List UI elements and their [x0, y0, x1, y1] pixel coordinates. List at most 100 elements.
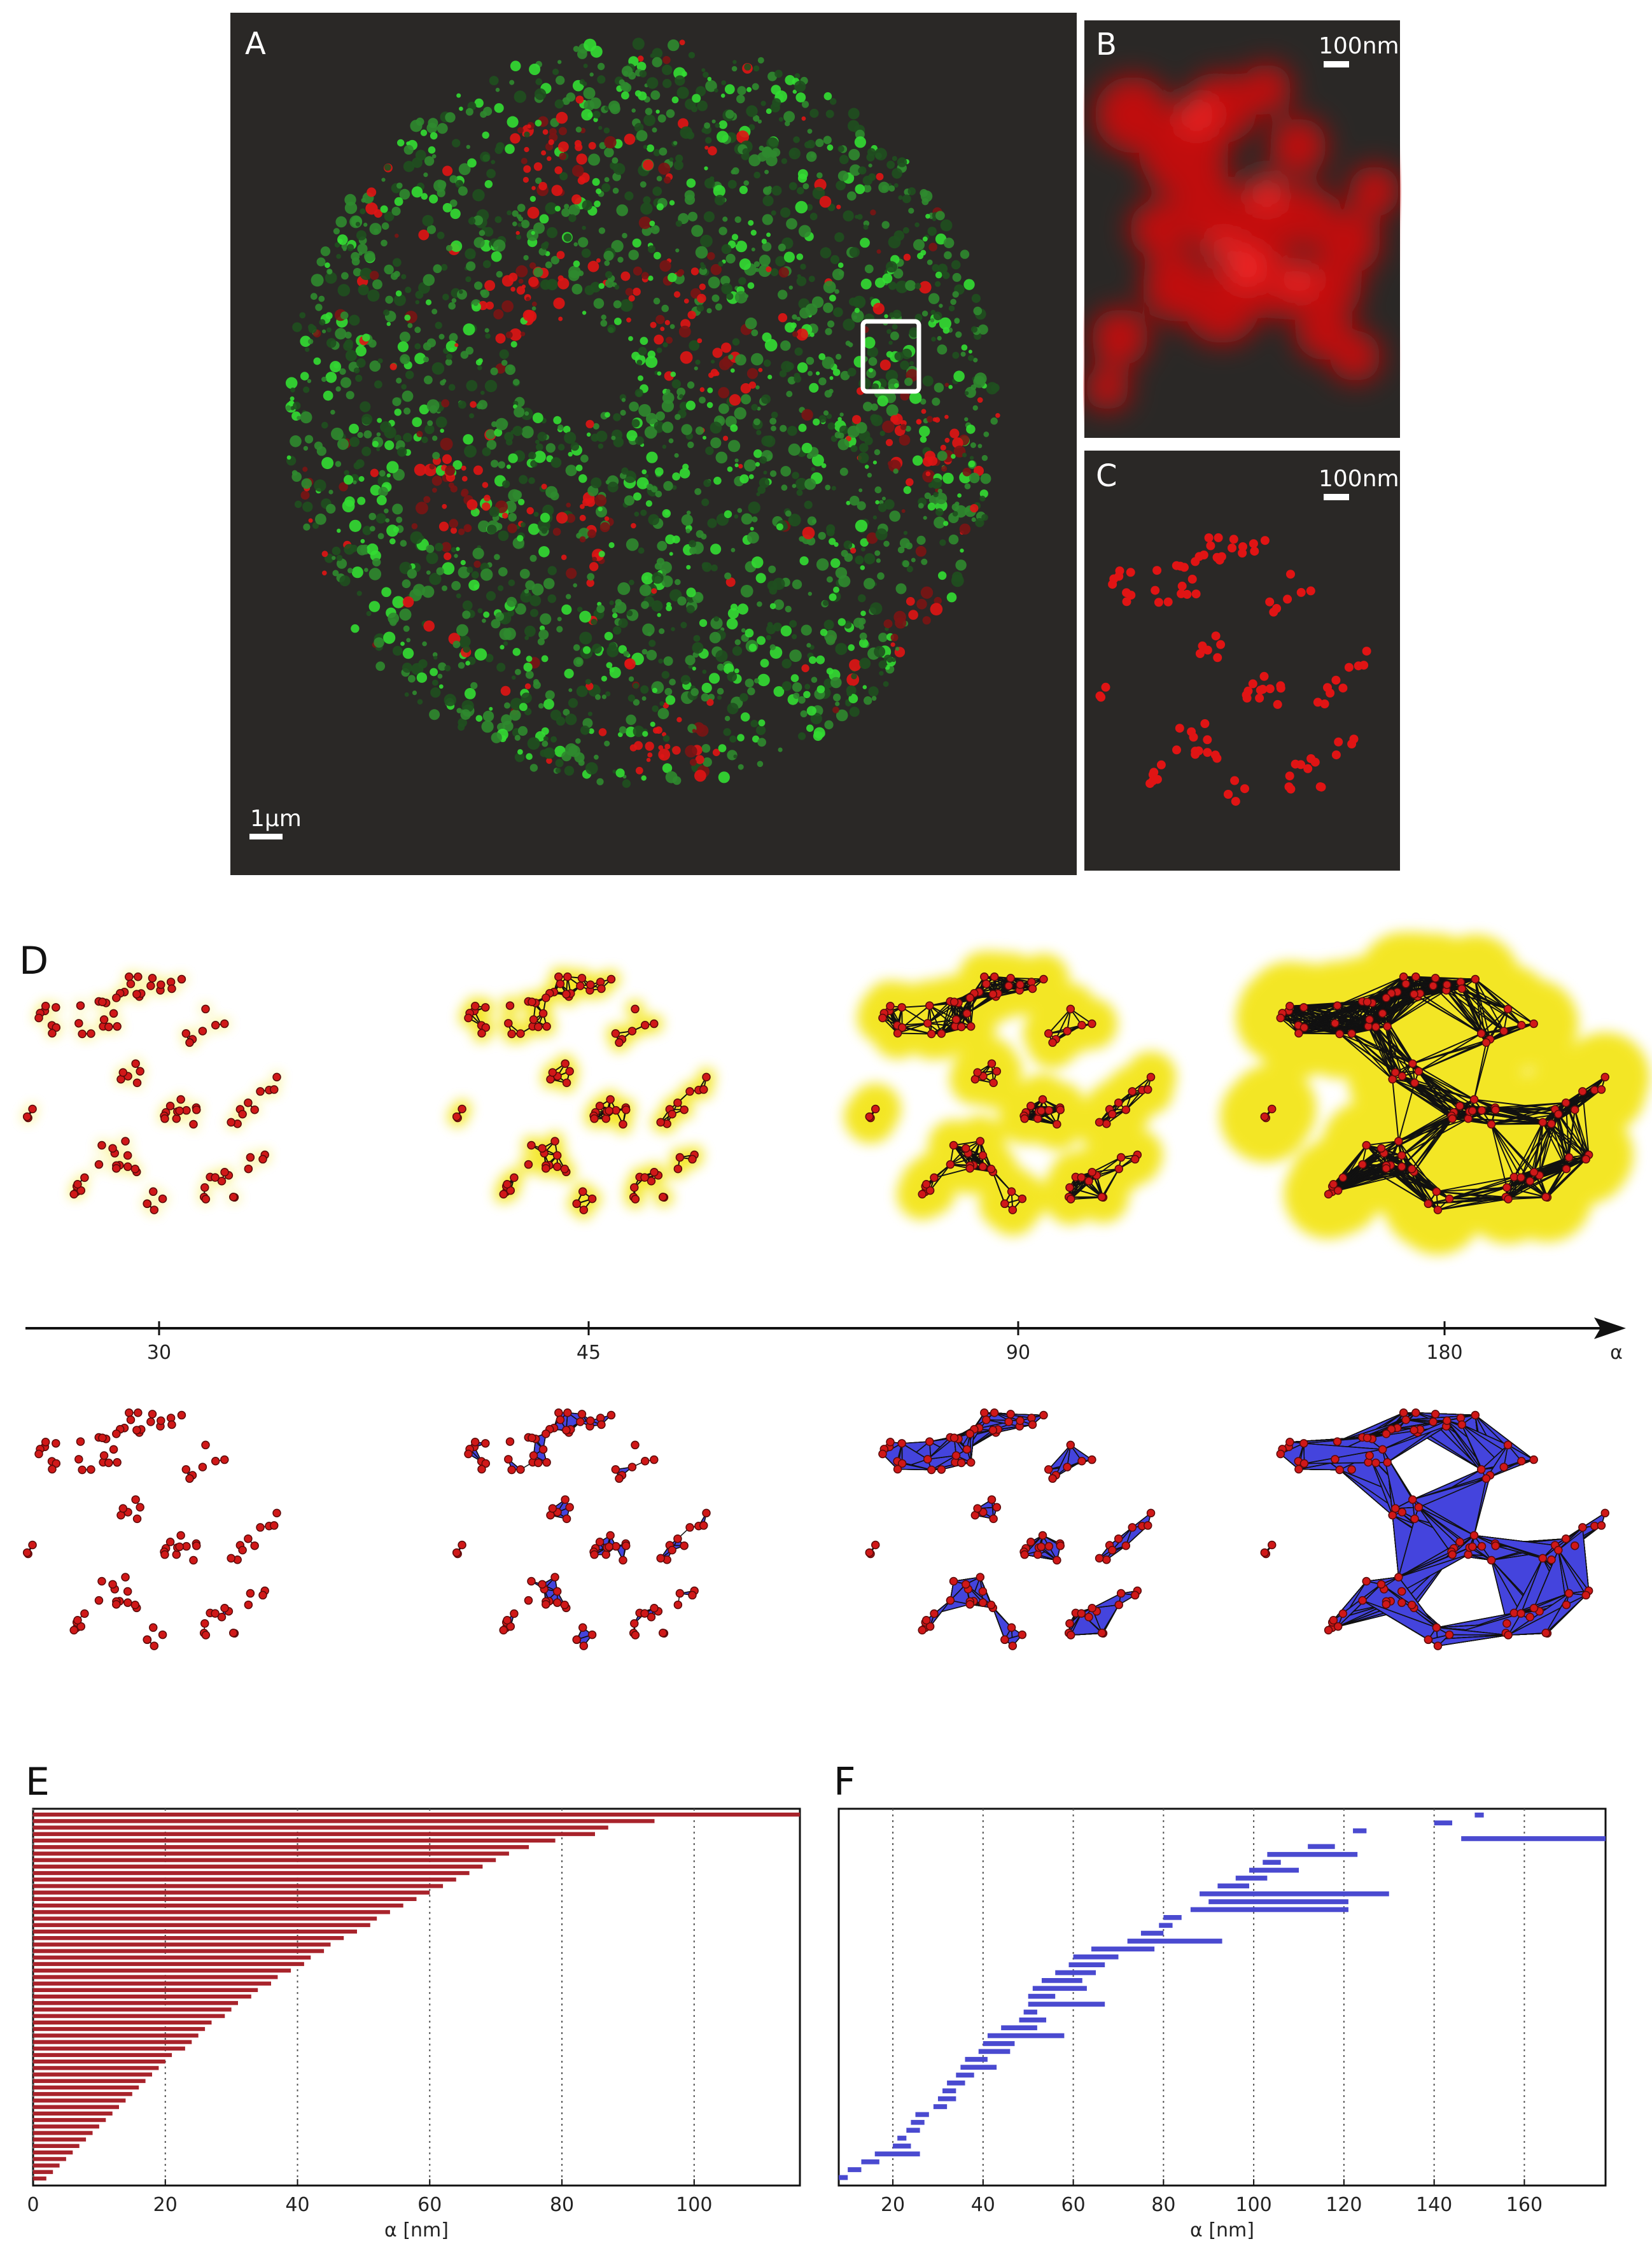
- green-speckle: [748, 474, 754, 479]
- green-speckle: [639, 70, 647, 78]
- green-speckle: [397, 341, 409, 353]
- green-speckle: [426, 552, 438, 565]
- green-speckle: [403, 407, 411, 415]
- green-speckle: [290, 396, 295, 401]
- green-speckle: [529, 64, 541, 75]
- green-speckle: [710, 617, 723, 629]
- green-speckle: [496, 270, 503, 278]
- red-blob-core: [1229, 249, 1265, 285]
- green-speckle: [431, 154, 437, 158]
- green-speckle: [951, 454, 956, 459]
- green-speckle: [748, 502, 760, 514]
- green-speckle: [701, 682, 712, 693]
- green-speckle: [480, 151, 491, 162]
- vertex-dot: [988, 990, 998, 999]
- green-speckle: [290, 387, 295, 393]
- green-speckle: [771, 210, 776, 216]
- green-speckle: [839, 155, 849, 165]
- green-speckle: [780, 425, 787, 432]
- green-speckle: [671, 96, 679, 104]
- vertex-dot: [949, 1141, 958, 1150]
- red-speckle: [541, 150, 547, 156]
- green-speckle: [353, 462, 361, 470]
- vertex-dot: [1130, 1155, 1140, 1164]
- green-speckle: [649, 220, 655, 227]
- green-speckle: [854, 136, 866, 148]
- green-speckle: [876, 558, 881, 563]
- green-speckle: [732, 338, 740, 346]
- green-speckle: [583, 87, 596, 99]
- green-speckle: [368, 512, 376, 521]
- red-speckle: [944, 414, 949, 419]
- red-speckle: [832, 706, 839, 713]
- localization-dot: [1151, 586, 1160, 595]
- vertex-dot: [897, 1003, 906, 1012]
- green-speckle: [640, 181, 647, 188]
- red-speckle: [546, 757, 552, 764]
- green-speckle: [792, 472, 799, 479]
- red-speckle: [870, 209, 876, 216]
- green-speckle: [633, 726, 645, 738]
- red-speckle: [518, 279, 524, 284]
- green-speckle: [458, 290, 463, 294]
- green-speckle: [590, 281, 601, 293]
- green-speckle: [529, 554, 537, 562]
- vertex-dot: [1084, 1176, 1093, 1186]
- green-speckle: [755, 462, 760, 467]
- red-speckle: [697, 293, 706, 304]
- green-speckle: [793, 692, 800, 699]
- green-speckle: [375, 661, 386, 671]
- green-speckle: [964, 417, 969, 421]
- green-speckle: [303, 446, 309, 451]
- localization-dot: [1242, 693, 1252, 703]
- green-speckle: [694, 366, 698, 370]
- vertex-dot: [504, 1019, 513, 1028]
- green-speckle: [482, 260, 491, 269]
- vertex-dot: [627, 1027, 637, 1035]
- vertex-dot: [250, 1105, 259, 1114]
- localization-dot: [1296, 760, 1306, 769]
- vertex-dot: [1020, 1114, 1029, 1123]
- red-speckle: [461, 465, 466, 471]
- green-speckle: [454, 554, 458, 558]
- green-speckle: [870, 414, 879, 423]
- green-speckle: [462, 600, 473, 611]
- green-speckle: [741, 628, 746, 633]
- green-speckle: [460, 559, 466, 566]
- vertex-dot: [146, 981, 155, 990]
- green-speckle: [778, 747, 783, 752]
- vertex-dot: [69, 1190, 78, 1199]
- green-speckle: [732, 646, 743, 656]
- vertex-dot: [1116, 1153, 1126, 1162]
- red-speckle: [592, 556, 597, 562]
- green-speckle: [430, 687, 441, 698]
- green-speckle: [360, 208, 366, 214]
- green-speckle: [812, 186, 825, 200]
- green-speckle: [491, 619, 501, 629]
- green-speckle: [860, 547, 865, 552]
- green-speckle: [451, 240, 463, 252]
- green-speckle: [349, 519, 361, 532]
- green-speckle: [739, 185, 748, 194]
- red-speckle: [778, 267, 790, 278]
- green-speckle: [593, 298, 605, 309]
- green-speckle: [502, 480, 510, 488]
- green-speckle: [356, 545, 368, 556]
- green-speckle: [557, 444, 565, 451]
- vertex-dot: [108, 1144, 117, 1153]
- vertex-dot: [538, 1009, 548, 1018]
- green-speckle: [825, 328, 832, 335]
- green-speckle: [480, 390, 485, 395]
- green-speckle: [768, 565, 776, 573]
- green-speckle: [656, 347, 662, 353]
- green-speckle: [612, 613, 618, 619]
- vertex-dot: [22, 1112, 32, 1121]
- green-speckle: [769, 470, 777, 477]
- green-speckle: [591, 477, 602, 489]
- green-speckle: [534, 88, 547, 101]
- green-speckle: [480, 568, 493, 581]
- green-speckle: [445, 244, 452, 251]
- green-speckle: [796, 489, 803, 496]
- green-speckle: [605, 412, 610, 418]
- green-speckle: [661, 304, 669, 312]
